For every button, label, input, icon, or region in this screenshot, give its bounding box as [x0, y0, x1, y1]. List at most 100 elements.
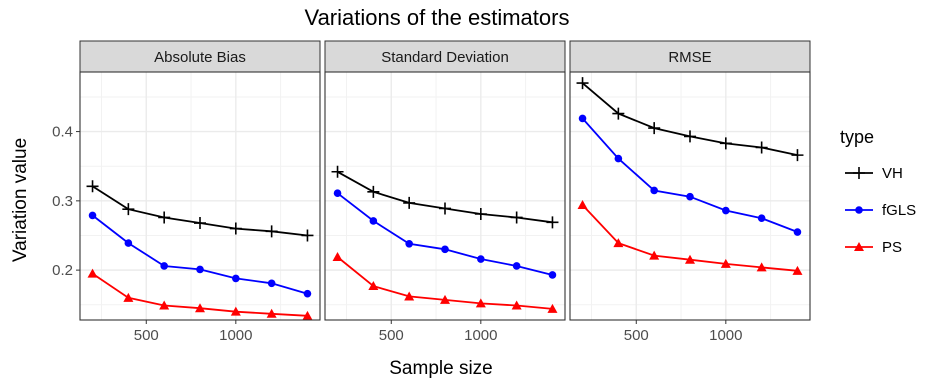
series-vh [86, 180, 314, 242]
data-point-fgls [686, 192, 694, 201]
data-point-fgls [614, 154, 623, 163]
data-point-ps [87, 268, 98, 278]
data-point-fgls [267, 279, 276, 288]
data-point-vh [229, 222, 242, 235]
data-point-vh [648, 122, 661, 135]
data-point-vh [301, 229, 314, 242]
series-fgls [88, 211, 312, 298]
data-point-ps [475, 298, 486, 308]
legend-key-marker [855, 206, 863, 214]
data-point-fgls [124, 239, 133, 247]
data-point-fgls [650, 186, 658, 195]
data-point-fgls [232, 274, 240, 283]
x-tick-label: 500 [379, 327, 404, 344]
data-point-fgls [441, 245, 449, 254]
series-vh [331, 165, 559, 229]
data-point-ps [720, 258, 731, 268]
data-point-ps [511, 300, 522, 310]
data-point-ps [440, 294, 450, 304]
data-point-vh [194, 217, 206, 230]
panel-border [324, 71, 566, 321]
series-ps [87, 268, 313, 320]
series-ps [577, 200, 803, 275]
data-point-vh [576, 77, 589, 90]
series-vh [576, 77, 804, 162]
data-point-ps [547, 303, 558, 313]
data-point-fgls [160, 262, 168, 270]
data-point-vh [719, 137, 732, 150]
facet-strip-label: RMSE [668, 49, 711, 66]
data-point-vh [439, 202, 451, 215]
data-point-ps [195, 303, 205, 313]
panel-border [79, 71, 321, 321]
data-point-ps [577, 200, 588, 210]
data-point-ps [266, 308, 277, 318]
legend-label: fGLS [882, 202, 916, 219]
legend-item-fgls: fGLS [845, 202, 916, 219]
data-point-ps [302, 310, 313, 320]
legend-key-marker [853, 167, 865, 179]
data-point-ps [230, 306, 241, 316]
data-point-fgls [369, 217, 378, 225]
data-point-vh [612, 107, 625, 120]
x-tick-label: 1000 [464, 327, 497, 344]
legend-items: VH fGLS PS [845, 165, 916, 256]
data-point-vh [510, 211, 523, 224]
data-point-fgls [757, 214, 766, 222]
facet-strip [324, 40, 566, 73]
legend-item-ps: PS [845, 239, 902, 256]
data-point-vh [122, 203, 135, 216]
x-tick-label: 1000 [709, 327, 742, 344]
x-tick-label: 500 [624, 327, 649, 344]
data-point-vh [331, 165, 344, 178]
data-point-vh [86, 180, 99, 193]
data-point-vh [367, 185, 380, 198]
legend-label: PS [882, 239, 902, 256]
data-point-vh [474, 208, 487, 221]
data-point-fgls [722, 206, 730, 215]
legend: type VH fGLS PS [840, 127, 916, 256]
data-point-fgls [196, 265, 204, 274]
legend-title: type [840, 127, 874, 147]
data-point-ps [685, 254, 695, 264]
data-point-fgls [303, 289, 312, 298]
panel-standard-deviation: Standard Deviation 500 1000 [324, 40, 566, 344]
data-point-fgls [548, 271, 557, 279]
legend-key-marker [854, 242, 864, 251]
data-point-fgls [88, 211, 97, 220]
data-point-ps [613, 238, 624, 248]
data-point-fgls [477, 255, 485, 263]
panel-background [80, 72, 320, 320]
data-point-fgls [578, 114, 587, 123]
series-ps [332, 251, 558, 313]
data-point-vh [546, 216, 559, 229]
panel-rmse: RMSE 500 1000 [569, 40, 811, 344]
x-axis-label: Sample size [389, 358, 493, 379]
data-point-fgls [405, 239, 413, 248]
x-tick-label: 500 [134, 327, 159, 344]
facet-strip-label: Absolute Bias [154, 49, 246, 66]
legend-item-vh: VH [845, 165, 903, 182]
chart-title: Variations of the estimators [305, 5, 570, 30]
y-axis-label: Variation value [10, 138, 31, 262]
data-point-vh [791, 149, 804, 162]
series-fgls [578, 114, 802, 236]
facet-panels: Absolute Bias 500 1000 0.2 0.3 0.4 Standard De… [52, 40, 811, 344]
facet-strip-label: Standard Deviation [381, 49, 509, 66]
data-point-vh [403, 196, 416, 209]
data-point-ps [159, 300, 170, 310]
data-point-vh [755, 141, 768, 154]
data-point-ps [649, 250, 660, 260]
panel-absolute-bias: Absolute Bias 500 1000 0.2 0.3 0.4 [52, 40, 321, 344]
data-point-ps [332, 251, 343, 261]
data-point-vh [158, 211, 171, 224]
data-point-vh [684, 130, 696, 143]
panel-border [569, 71, 811, 321]
data-point-vh [265, 225, 278, 238]
panel-background [325, 72, 565, 320]
data-point-ps [792, 265, 803, 275]
facet-strip [79, 40, 321, 73]
x-tick-label: 1000 [219, 327, 252, 344]
series-fgls [333, 189, 557, 279]
